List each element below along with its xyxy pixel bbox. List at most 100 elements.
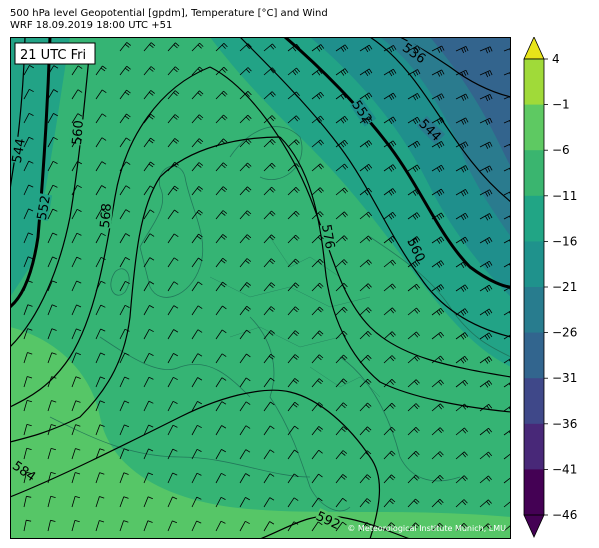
wind-barb <box>503 143 511 149</box>
wind-barb <box>335 354 348 364</box>
wind-barb <box>407 450 420 460</box>
wind-barb <box>167 209 179 220</box>
wind-barb <box>431 141 445 149</box>
wind-barb <box>287 497 299 508</box>
wind-barb <box>143 257 155 268</box>
wind-barb <box>455 46 469 54</box>
wind-barb <box>503 95 511 101</box>
wind-barb <box>287 378 299 388</box>
contour-592 <box>259 515 411 539</box>
wind-barb <box>167 233 179 244</box>
wind-barb <box>191 448 202 460</box>
wind-barb <box>503 71 511 77</box>
wind-barb <box>311 235 324 244</box>
wind-barb <box>335 187 348 196</box>
colorbar-segments <box>523 37 545 538</box>
wind-barb <box>263 210 276 220</box>
wind-barb <box>143 376 154 388</box>
wind-barb <box>407 188 421 196</box>
model-run-subtitle: WRF 18.09.2019 18:00 UTC +51 <box>10 20 173 31</box>
wind-barb <box>383 68 397 77</box>
wind-barb <box>335 426 348 436</box>
wind-barb <box>239 520 250 532</box>
wind-barb <box>431 284 445 292</box>
wind-barb <box>95 352 106 364</box>
colorbar-segment <box>524 287 544 334</box>
wind-barb <box>383 235 397 244</box>
wind-barb <box>239 305 251 316</box>
wind-barb <box>287 449 299 460</box>
wind-barb <box>47 232 58 244</box>
wind-barb <box>239 138 252 148</box>
wind-barb <box>167 400 178 412</box>
wind-barb <box>407 69 421 77</box>
wind-barb <box>431 451 444 460</box>
wind-barb <box>479 427 493 436</box>
coldest-core-ne <box>430 37 511 167</box>
wind-barb <box>431 379 444 388</box>
wind-barb <box>239 186 252 196</box>
wind-barb <box>191 305 203 316</box>
wind-barb <box>335 474 347 484</box>
wind-barb <box>119 400 130 412</box>
wind-barb <box>95 520 105 532</box>
wind-barb <box>95 209 106 220</box>
wind-barb <box>71 161 82 172</box>
wind-barb <box>479 237 493 245</box>
wind-barb <box>287 306 300 316</box>
wind-barb <box>263 449 275 460</box>
wind-barb <box>119 42 131 52</box>
wind-barb <box>335 330 348 340</box>
wind-barb <box>143 66 156 76</box>
wind-barb <box>263 67 276 76</box>
wind-barb <box>311 330 324 340</box>
wind-barb <box>455 93 469 101</box>
colorbar-segment <box>524 332 544 379</box>
wind-barb <box>47 65 59 76</box>
wind-barb <box>215 401 227 412</box>
temperature-colorbar: 4 −1 −6 −11 −16 −21 −26 −31 −36 −41 −46 <box>523 37 577 538</box>
wind-barb <box>119 89 131 100</box>
wind-barb <box>263 353 275 364</box>
wind-barb <box>239 497 250 508</box>
wind-barb <box>143 424 154 436</box>
wind-barb <box>215 162 228 172</box>
wind-barb <box>119 472 129 484</box>
wind-barb <box>311 473 323 484</box>
wind-barb <box>215 425 227 436</box>
wind-barb <box>119 496 129 508</box>
contour-label-568: 568 <box>98 203 115 229</box>
wind-barb <box>215 138 228 148</box>
geopotential-contours <box>10 37 511 539</box>
wind-barb <box>143 209 155 220</box>
wind-barb <box>143 352 154 364</box>
wind-barb <box>191 257 203 268</box>
wind-barb <box>287 187 300 196</box>
wind-barb <box>335 235 348 244</box>
wind-barb <box>119 376 130 388</box>
wind-barb <box>167 42 180 52</box>
wind-barb <box>311 497 323 508</box>
wind-barb <box>47 136 58 148</box>
wind-barb <box>311 378 324 388</box>
wind-barb <box>431 93 445 101</box>
wind-barb <box>47 113 58 124</box>
wind-barb <box>407 283 421 292</box>
wind-barb <box>407 522 420 532</box>
wind-barb <box>47 280 58 292</box>
wind-barb <box>23 328 33 340</box>
wind-barb <box>71 137 83 148</box>
wind-barb <box>263 234 276 244</box>
cool-region-nw <box>10 37 70 297</box>
wind-barb <box>431 403 444 412</box>
wind-barb <box>47 256 58 268</box>
credit-text: © Meteorological Institute Munich, LMU <box>347 524 506 533</box>
wind-barb <box>407 331 420 340</box>
wind-barb <box>407 403 420 412</box>
wind-barb <box>23 112 34 124</box>
wind-barb <box>503 214 511 220</box>
wind-barb <box>431 164 445 173</box>
wind-barb <box>191 377 203 388</box>
wind-barb <box>263 91 276 100</box>
wind-barb <box>143 233 155 244</box>
